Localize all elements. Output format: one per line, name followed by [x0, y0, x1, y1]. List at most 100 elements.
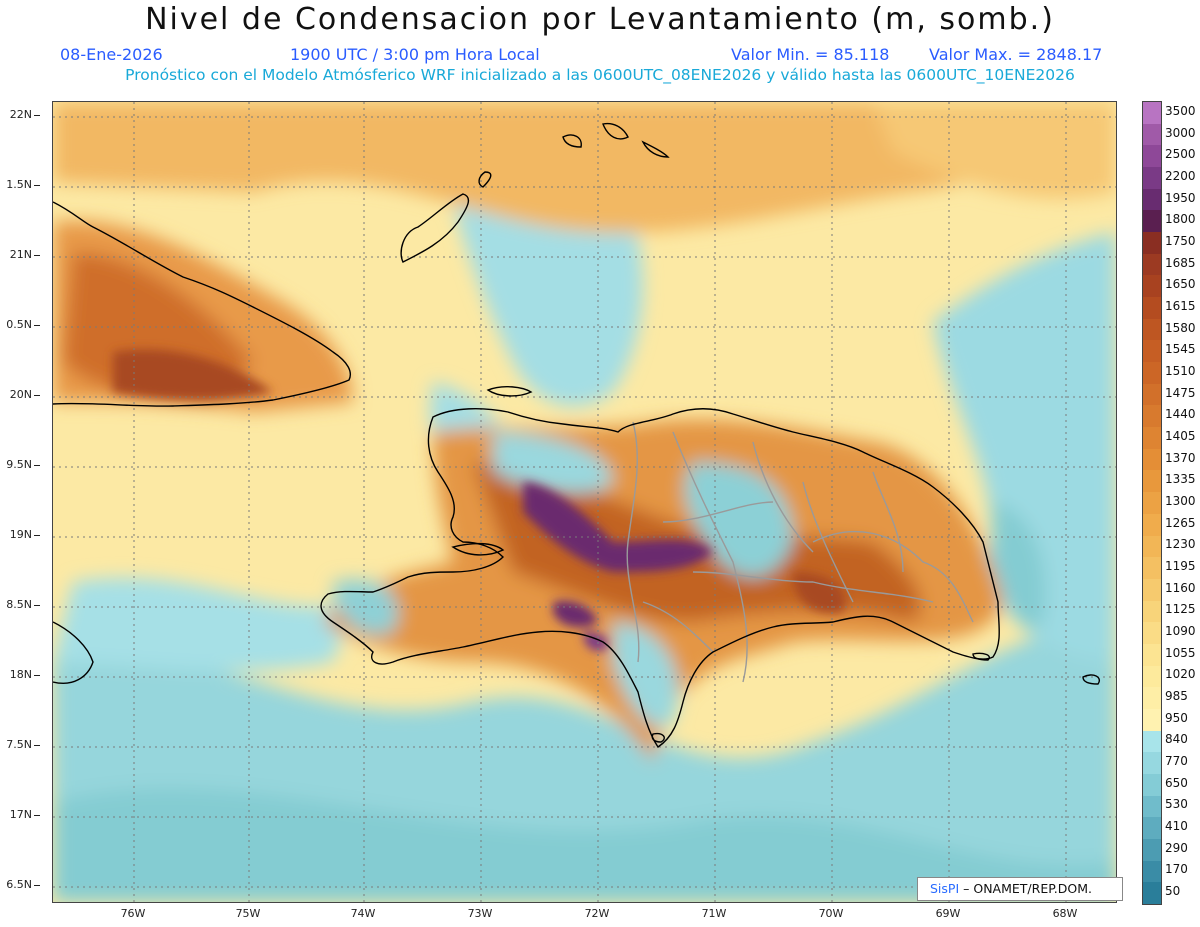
coastlines [53, 122, 1100, 748]
lat-label: 17N [0, 808, 40, 821]
legend-level: 1440 [1165, 407, 1196, 422]
map-title: Nivel de Condensacion por Levantamiento … [145, 2, 1055, 37]
legend-level: 1750 [1165, 233, 1196, 248]
lat-label: 19N [0, 528, 40, 541]
legend-swatch [1143, 773, 1161, 797]
legend-swatch [1143, 405, 1161, 428]
lon-label: 69W [935, 907, 961, 920]
forecast-time: 1900 UTC / 3:00 pm Hora Local [290, 45, 540, 64]
legend-swatch [1143, 123, 1161, 146]
legend-swatch [1143, 297, 1161, 320]
legend-swatch [1143, 730, 1161, 753]
lon-label: 70W [818, 907, 844, 920]
legend-level: 1545 [1165, 342, 1196, 357]
lat-label: 18N [0, 668, 40, 681]
credit-org: – ONAMET/REP.DOM. [963, 881, 1093, 896]
legend-swatch [1143, 253, 1161, 276]
legend-swatch [1143, 318, 1161, 341]
legend-swatch [1143, 665, 1161, 688]
legend-level: 1020 [1165, 667, 1196, 682]
legend-level: 3000 [1165, 125, 1196, 140]
legend-level: 1335 [1165, 472, 1196, 487]
legend-swatch [1143, 860, 1161, 883]
legend-level: 1230 [1165, 537, 1196, 552]
lon-label: 72W [584, 907, 610, 920]
legend-level: 2200 [1165, 168, 1196, 183]
legend-swatch [1143, 362, 1161, 385]
lat-label: 9.5N [0, 458, 40, 471]
min-value: Valor Min. = 85.118 [731, 45, 890, 64]
legend-swatch [1143, 600, 1161, 623]
legend-swatch [1143, 210, 1161, 233]
legend-level: 1510 [1165, 363, 1196, 378]
sispi-logo: SisPI [930, 881, 960, 896]
legend-swatch [1143, 275, 1161, 298]
legend-level: 1300 [1165, 494, 1196, 508]
lat-label: 21N [0, 248, 40, 261]
legend-swatch [1143, 708, 1161, 732]
legend-swatch [1143, 470, 1161, 493]
legend-level: 1195 [1165, 559, 1196, 574]
legend-swatch [1143, 752, 1161, 775]
lon-label: 68W [1052, 907, 1078, 920]
lat-label: 7.5N [0, 738, 40, 751]
legend-level: 1405 [1165, 428, 1196, 443]
legend-level: 410 [1165, 819, 1188, 834]
legend-swatch [1143, 578, 1161, 602]
legend-level: 770 [1165, 754, 1188, 769]
legend-level: 3500 [1165, 103, 1196, 118]
legend-level: 1950 [1165, 190, 1196, 205]
legend-swatch [1143, 882, 1161, 905]
legend-level: 290 [1165, 840, 1188, 855]
legend-level: 950 [1165, 710, 1188, 725]
legend-swatch [1143, 340, 1161, 363]
lat-label: 8.5N [0, 598, 40, 611]
legend-level: 2500 [1165, 147, 1196, 162]
lat-label: 1.5N [0, 178, 40, 191]
graticule [53, 102, 1116, 902]
legend-level: 50 [1165, 884, 1181, 899]
forecast-date: 08-Ene-2026 [60, 45, 163, 64]
legend-level: 530 [1165, 797, 1188, 812]
lon-label: 74W [350, 907, 376, 920]
lon-label: 75W [235, 907, 261, 920]
province-borders [626, 421, 974, 683]
legend-swatch [1143, 643, 1161, 667]
legend-swatch [1143, 492, 1161, 515]
lat-label: 20N [0, 388, 40, 401]
color-legend [1142, 101, 1162, 905]
legend-swatch [1143, 232, 1161, 255]
legend-level: 1090 [1165, 624, 1196, 639]
legend-swatch [1143, 383, 1161, 406]
lon-label: 76W [120, 907, 146, 920]
legend-level: 1125 [1165, 602, 1196, 617]
legend-level: 1800 [1165, 212, 1196, 227]
weather-map [52, 101, 1117, 903]
legend-level: 1370 [1165, 450, 1196, 465]
legend-swatch [1143, 448, 1161, 471]
credit-box: SisPI – ONAMET/REP.DOM. [917, 877, 1123, 901]
model-description: Pronóstico con el Modelo Atmósferico WRF… [125, 66, 1075, 84]
legend-level: 1615 [1165, 298, 1196, 313]
legend-swatch [1143, 795, 1161, 818]
legend-swatch [1143, 817, 1161, 840]
legend-swatch [1143, 838, 1161, 862]
legend-level: 1160 [1165, 580, 1196, 595]
legend-swatch [1143, 427, 1161, 450]
legend-level: 1685 [1165, 255, 1196, 270]
legend-level: 1055 [1165, 645, 1196, 660]
legend-swatch [1143, 102, 1161, 125]
lat-label: 0.5N [0, 318, 40, 331]
legend-swatch [1143, 167, 1161, 190]
legend-level: 1580 [1165, 320, 1196, 335]
legend-level: 1475 [1165, 385, 1196, 400]
legend-swatch [1143, 622, 1161, 645]
legend-swatch [1143, 145, 1161, 168]
lat-label: 6.5N [0, 878, 40, 891]
legend-swatch [1143, 687, 1161, 710]
legend-swatch [1143, 557, 1161, 580]
legend-level: 985 [1165, 689, 1188, 704]
legend-swatch [1143, 188, 1161, 211]
legend-level: 1265 [1165, 515, 1196, 530]
legend-swatch [1143, 535, 1161, 558]
